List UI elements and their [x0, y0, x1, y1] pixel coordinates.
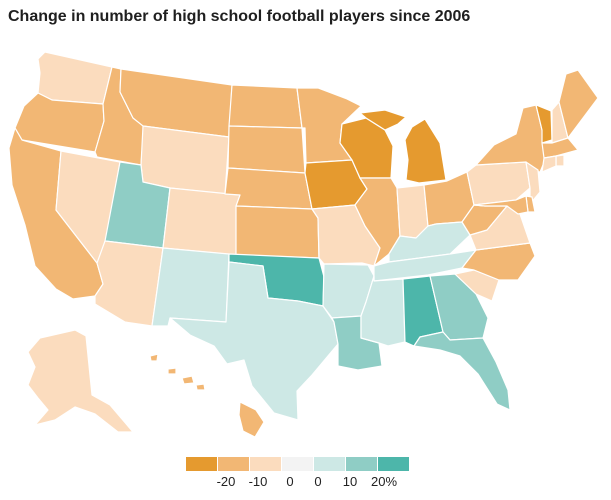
legend: -20 -10 0 0 10 20% [186, 457, 413, 491]
legend-tick-zero-left: 0 [286, 474, 294, 489]
state-mi[interactable] [359, 109, 447, 184]
legend-tick-minus-20: -20 [216, 474, 236, 489]
state-ak[interactable] [27, 329, 134, 433]
state-nm[interactable] [151, 247, 230, 327]
legend-swatch-light-orange [250, 457, 281, 471]
state-ny[interactable] [475, 104, 547, 173]
state-wa[interactable] [37, 51, 113, 105]
legend-swatch-dark-orange [186, 457, 217, 471]
state-nj[interactable] [525, 161, 541, 205]
state-fl[interactable] [413, 331, 511, 411]
chart-title: Change in number of high school football… [8, 8, 471, 25]
legend-swatch-mid-teal [346, 457, 377, 471]
legend-tick-zero-right: 0 [314, 474, 322, 489]
state-hi[interactable] [149, 353, 265, 438]
legend-swatch-dark-teal [378, 457, 409, 471]
state-ri[interactable] [555, 154, 565, 167]
state-ne[interactable] [224, 167, 313, 210]
state-wy[interactable] [140, 125, 230, 195]
state-az[interactable] [94, 240, 164, 327]
state-nd[interactable] [228, 84, 303, 129]
state-tx[interactable] [169, 261, 339, 421]
state-md[interactable] [473, 195, 529, 215]
state-sd[interactable] [227, 125, 306, 174]
legend-swatch-mid-orange [218, 457, 249, 471]
state-ks[interactable] [235, 205, 320, 259]
state-me[interactable] [558, 69, 599, 139]
legend-swatch-neutral [282, 457, 313, 471]
legend-tick-10: 10 [342, 474, 358, 489]
state-co[interactable] [162, 187, 241, 256]
legend-swatch-light-teal [314, 457, 345, 471]
state-sc[interactable] [454, 269, 500, 302]
legend-tick-20-percent: 20% [370, 474, 398, 489]
state-ct[interactable] [541, 155, 557, 173]
legend-tick-minus-10: -10 [248, 474, 268, 489]
state-vt[interactable] [535, 104, 553, 144]
